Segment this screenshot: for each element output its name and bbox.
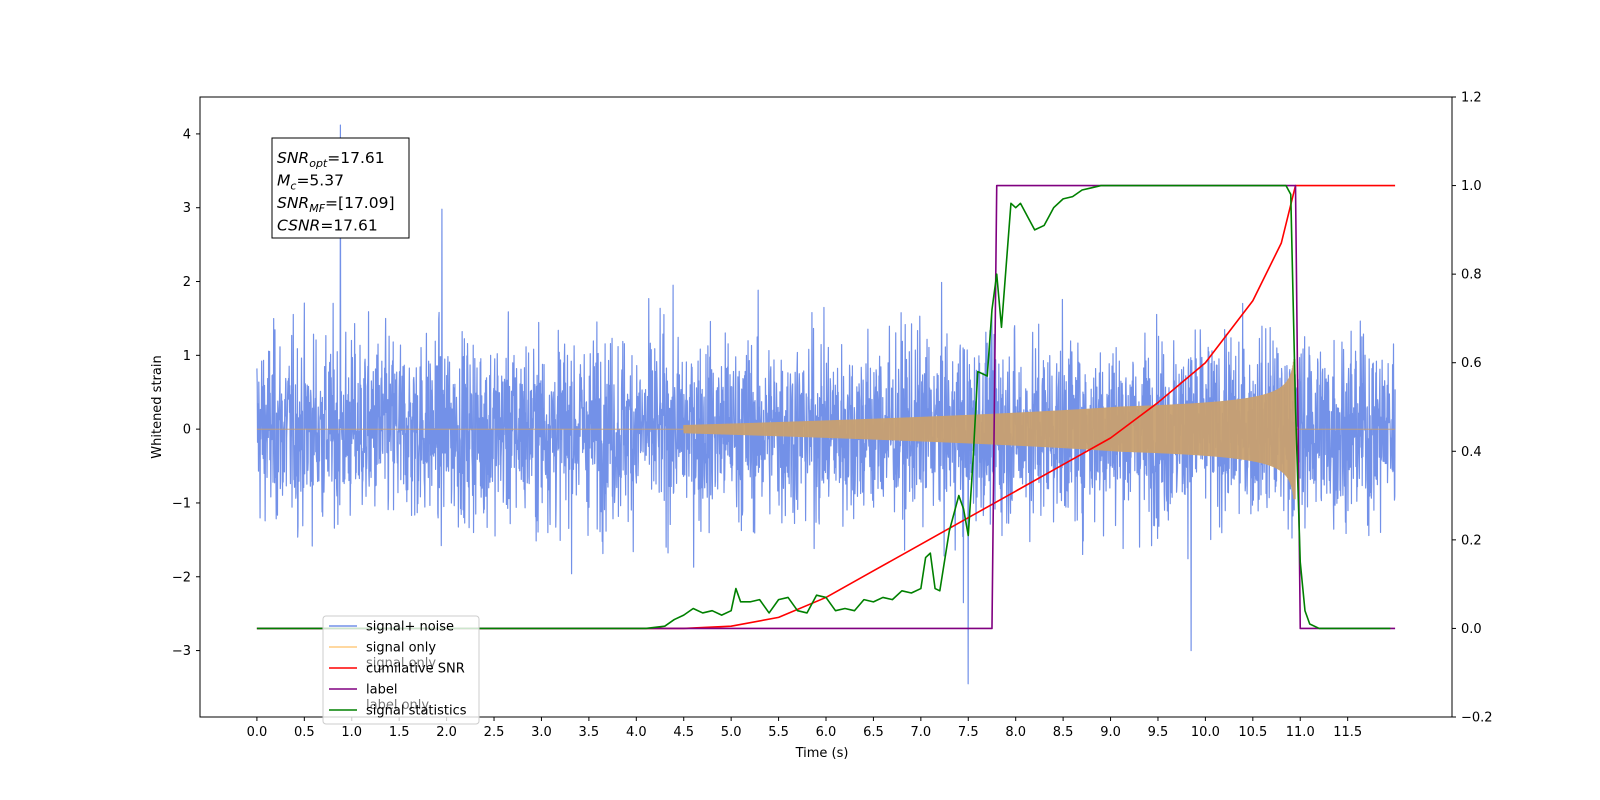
y-tick-label: −3 (172, 644, 191, 659)
y-tick-label: −2 (172, 570, 191, 585)
y-axis-right: 1.2 1.0 0.8 0.6 0.4 0.2 0.0 −0.2 (1452, 91, 1493, 726)
y-axis-left: 4 3 2 1 0 −1 −2 −3 (172, 127, 200, 659)
x-tick-label: 4.0 (626, 725, 647, 740)
signal-only-line (256, 359, 1396, 500)
y2-tick-label: 0.8 (1461, 268, 1482, 283)
x-tick-label: 9.0 (1100, 725, 1121, 740)
legend-label: signal+ noise (366, 620, 454, 635)
x-tick-label: 0.0 (247, 725, 268, 740)
x-axis-label: Time (s) (795, 746, 849, 761)
legend-ghost-label: label only (366, 698, 429, 713)
right-axis-series (256, 184, 1396, 630)
annotation-line: SNRMF=[17.09] (277, 194, 395, 215)
y-tick-label: 4 (183, 127, 191, 142)
x-tick-label: 2.5 (484, 725, 505, 740)
y2-tick-label: 0.6 (1461, 356, 1482, 371)
x-tick-label: 3.5 (579, 725, 600, 740)
y-tick-label: 1 (183, 349, 191, 364)
y2-tick-label: 1.0 (1461, 179, 1482, 194)
annotation-line: Mc=5.37 (277, 172, 344, 193)
x-tick-label: 11.5 (1333, 725, 1362, 740)
x-tick-label: 11.0 (1286, 725, 1315, 740)
x-tick-label: 8.5 (1053, 725, 1074, 740)
y-tick-label: −1 (172, 496, 191, 511)
legend-ghost-label: signal only (366, 656, 436, 671)
legend-label: cumilative SNR (366, 662, 465, 677)
x-tick-label: 6.5 (863, 725, 884, 740)
x-tick-label: 5.5 (768, 725, 789, 740)
annotation-line: CSNR=17.61 (277, 217, 378, 235)
legend-frame (322, 615, 480, 725)
y2-tick-label: 0.2 (1461, 533, 1482, 548)
series-cumilative-snr (256, 184, 1396, 630)
legend: signal only label only signal+ noise signal… (322, 615, 480, 725)
x-tick-label: 5.0 (721, 725, 742, 740)
x-tick-label: 7.0 (911, 725, 932, 740)
y-tick-label: 2 (183, 275, 191, 290)
legend-label: label (366, 683, 397, 698)
x-tick-label: 1.0 (341, 725, 362, 740)
x-tick-label: 7.5 (958, 725, 979, 740)
x-tick-label: 0.5 (294, 725, 315, 740)
x-tick-label: 8.0 (1005, 725, 1026, 740)
x-tick-label: 9.5 (1148, 725, 1169, 740)
x-tick-label: 10.5 (1238, 725, 1267, 740)
y-axis-label: Whitened strain (150, 355, 165, 458)
x-tick-label: 10.0 (1191, 725, 1220, 740)
series-signal-statistics (256, 184, 1391, 630)
y2-tick-label: −0.2 (1461, 711, 1493, 726)
y-tick-label: 0 (183, 423, 191, 438)
legend-label: signal only (366, 641, 436, 656)
x-tick-label: 1.5 (389, 725, 410, 740)
x-tick-label: 3.0 (531, 725, 552, 740)
legend-label: signal statistics (366, 704, 467, 719)
y2-tick-label: 0.4 (1461, 445, 1482, 460)
x-axis: 0.0 0.5 1.0 1.5 2.0 2.5 3.0 3.5 4.0 4.5 5.0 5.5 6.0 6… (247, 717, 1362, 740)
y-tick-label: 3 (183, 201, 191, 216)
annotation-line: SNRopt=17.61 (277, 149, 385, 170)
y2-tick-label: 0.0 (1461, 622, 1482, 637)
annotation-frame (271, 137, 410, 239)
y2-tick-label: 1.2 (1461, 91, 1482, 106)
signal-only-series (256, 359, 1396, 500)
x-tick-label: 6.0 (816, 725, 837, 740)
x-tick-label: 4.5 (673, 725, 694, 740)
x-tick-label: 2.0 (436, 725, 457, 740)
